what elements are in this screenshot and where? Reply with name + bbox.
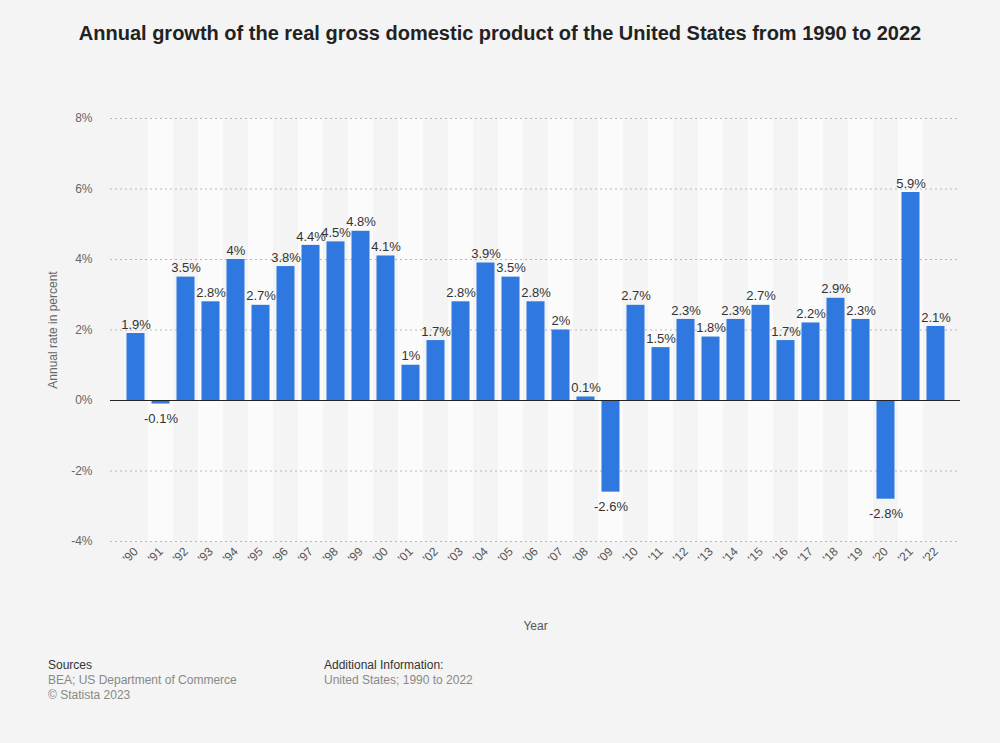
svg-text:2.7%: 2.7% [246,288,276,303]
svg-text:2%: 2% [75,323,93,337]
svg-text:'06: '06 [520,544,541,565]
svg-text:'93: '93 [195,544,216,565]
svg-text:3.8%: 3.8% [271,250,301,265]
html-text:BEA; US Department of Commerce: BEA; US Department of Commerce [48,673,237,687]
svg-text:'09: '09 [595,544,616,565]
svg-text:4.5%: 4.5% [321,225,351,240]
svg-text:-0.1%: -0.1% [144,411,178,426]
svg-text:2.7%: 2.7% [746,288,776,303]
svg-text:0.1%: 0.1% [571,380,601,395]
svg-text:3.9%: 3.9% [471,246,501,261]
svg-text:'04: '04 [470,544,491,565]
svg-text:'00: '00 [370,544,391,565]
svg-text:2.2%: 2.2% [796,306,826,321]
svg-text:'20: '20 [870,544,891,565]
svg-text:1.7%: 1.7% [771,324,801,339]
svg-text:2.9%: 2.9% [821,281,851,296]
svg-text:1.7%: 1.7% [421,324,451,339]
svg-text:2.8%: 2.8% [196,285,226,300]
svg-text:1.9%: 1.9% [121,317,151,332]
svg-text:'01: '01 [395,544,416,565]
svg-text:'19: '19 [845,544,866,565]
svg-text:2.8%: 2.8% [521,285,551,300]
svg-text:'15: '15 [745,544,766,565]
svg-text:'18: '18 [820,544,841,565]
svg-text:2.1%: 2.1% [921,310,951,325]
svg-text:'08: '08 [570,544,591,565]
svg-text:'03: '03 [445,544,466,565]
svg-text:'10: '10 [620,544,641,565]
svg-text:'96: '96 [270,544,291,565]
svg-text:'98: '98 [320,544,341,565]
svg-text:'91: '91 [145,544,166,565]
svg-text:4%: 4% [75,252,93,266]
svg-text:-2.6%: -2.6% [594,499,628,514]
svg-text:2.7%: 2.7% [621,288,651,303]
svg-text:4.4%: 4.4% [296,228,326,244]
html-text:Annual growth of the real gros: Annual growth of the real gross domestic… [78,22,922,44]
svg-text:'97: '97 [295,544,316,565]
svg-text:8%: 8% [75,111,93,125]
svg-text:5.9%: 5.9% [896,176,926,191]
svg-text:'92: '92 [170,544,191,565]
svg-text:'02: '02 [420,544,441,565]
html-text:Additional Information:: Additional Information: [324,658,444,672]
html-text:Sources: Sources [48,658,92,672]
svg-text:'13: '13 [695,544,716,565]
svg-text:2.3%: 2.3% [846,303,876,318]
svg-text:'99: '99 [345,544,366,565]
svg-text:Year: Year [523,619,547,633]
svg-text:'16: '16 [770,544,791,565]
svg-text:Annual rate in percent: Annual rate in percent [46,271,60,389]
svg-text:'21: '21 [895,544,916,565]
svg-text:'11: '11 [646,544,667,565]
html-text:© Statista 2023: © Statista 2023 [48,688,131,702]
svg-text:-2%: -2% [71,464,93,478]
svg-text:'07: '07 [545,544,566,565]
svg-text:'94: '94 [220,544,241,565]
svg-text:'14: '14 [720,544,741,565]
svg-text:'90: '90 [120,544,141,565]
svg-text:-4%: -4% [71,534,93,548]
svg-text:'95: '95 [245,544,266,565]
svg-text:2.3%: 2.3% [671,303,701,318]
svg-text:4.8%: 4.8% [346,214,376,229]
svg-text:'22: '22 [920,544,941,565]
svg-text:1%: 1% [402,348,421,363]
svg-text:1.5%: 1.5% [646,331,676,346]
svg-text:'05: '05 [495,544,516,565]
svg-text:2.8%: 2.8% [446,285,476,300]
svg-text:2.3%: 2.3% [721,303,751,318]
svg-text:4%: 4% [227,243,246,258]
svg-text:3.5%: 3.5% [496,260,526,275]
svg-text:4.1%: 4.1% [371,239,401,254]
svg-text:0%: 0% [75,393,93,407]
svg-text:-2.8%: -2.8% [869,506,903,521]
html-text:United States; 1990 to 2022: United States; 1990 to 2022 [324,673,473,687]
svg-text:3.5%: 3.5% [171,260,201,275]
svg-text:6%: 6% [75,182,93,196]
svg-text:'12: '12 [670,544,691,565]
svg-text:'17: '17 [795,544,816,565]
svg-text:1.8%: 1.8% [696,320,726,335]
svg-text:2%: 2% [552,313,571,328]
